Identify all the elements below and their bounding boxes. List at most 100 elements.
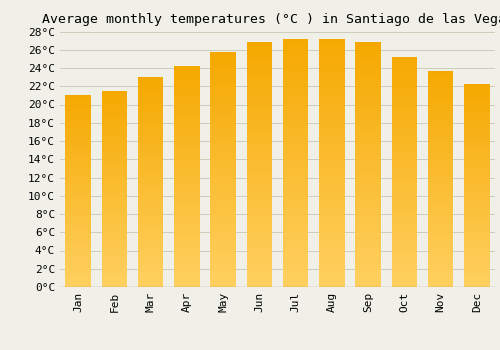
Bar	[428, 133, 454, 135]
Bar	[428, 229, 454, 231]
Bar	[138, 94, 164, 96]
Bar	[210, 259, 236, 261]
Bar	[392, 278, 417, 280]
Bar	[428, 88, 454, 90]
Bar	[66, 264, 91, 266]
Bar	[210, 88, 236, 90]
Bar	[138, 142, 164, 144]
Bar	[66, 243, 91, 245]
Bar	[392, 266, 417, 268]
Bar	[66, 222, 91, 224]
Bar	[283, 223, 308, 225]
Bar	[246, 270, 272, 272]
Bar	[428, 120, 454, 122]
Bar	[246, 133, 272, 135]
Bar	[392, 112, 417, 114]
Bar	[319, 267, 344, 270]
Bar	[246, 101, 272, 104]
Bar	[246, 253, 272, 255]
Bar	[210, 95, 236, 97]
Bar	[392, 232, 417, 234]
Bar	[174, 104, 200, 106]
Bar	[210, 174, 236, 177]
Bar	[210, 92, 236, 95]
Bar	[464, 107, 489, 109]
Bar	[464, 220, 489, 222]
Bar	[283, 158, 308, 160]
Title: Average monthly temperatures (°C ) in Santiago de las Vegas: Average monthly temperatures (°C ) in Sa…	[42, 13, 500, 26]
Bar	[66, 153, 91, 155]
Bar	[283, 138, 308, 141]
Bar	[283, 118, 308, 121]
Bar	[464, 228, 489, 230]
Bar	[174, 86, 200, 88]
Bar	[138, 88, 164, 90]
Bar	[174, 205, 200, 208]
Bar	[102, 169, 127, 171]
Bar	[210, 268, 236, 271]
Bar	[319, 250, 344, 252]
Bar	[66, 214, 91, 216]
Bar	[392, 108, 417, 110]
Bar	[356, 167, 381, 170]
Bar	[174, 77, 200, 79]
Bar	[66, 109, 91, 111]
Bar	[138, 211, 164, 214]
Bar	[66, 206, 91, 209]
Bar	[464, 133, 489, 135]
Bar	[356, 177, 381, 180]
Bar	[356, 236, 381, 238]
Bar	[138, 184, 164, 186]
Bar	[464, 271, 489, 273]
Bar	[246, 199, 272, 201]
Bar	[210, 69, 236, 71]
Bar	[283, 242, 308, 245]
Bar	[246, 42, 272, 45]
Bar	[102, 189, 127, 191]
Bar	[174, 117, 200, 119]
Bar	[283, 84, 308, 86]
Bar	[283, 250, 308, 252]
Bar	[356, 255, 381, 258]
Bar	[464, 139, 489, 141]
Bar	[102, 171, 127, 173]
Bar	[356, 64, 381, 67]
Bar	[319, 141, 344, 143]
Bar	[102, 224, 127, 226]
Bar	[210, 198, 236, 200]
Bar	[138, 115, 164, 117]
Bar	[392, 252, 417, 255]
Bar	[428, 73, 454, 75]
Bar	[138, 276, 164, 279]
Bar	[246, 233, 272, 236]
Bar	[464, 238, 489, 240]
Bar	[428, 105, 454, 107]
Bar	[319, 255, 344, 257]
Bar	[319, 93, 344, 96]
Bar	[246, 226, 272, 228]
Bar	[66, 132, 91, 134]
Bar	[210, 109, 236, 111]
Bar	[102, 220, 127, 222]
Bar	[464, 103, 489, 105]
Bar	[210, 172, 236, 174]
Bar	[356, 143, 381, 145]
Bar	[464, 147, 489, 149]
Bar	[174, 274, 200, 276]
Bar	[283, 123, 308, 126]
Bar	[174, 75, 200, 77]
Bar	[464, 283, 489, 285]
Bar	[138, 130, 164, 132]
Bar	[319, 205, 344, 208]
Bar	[210, 231, 236, 233]
Bar	[246, 50, 272, 52]
Bar	[356, 133, 381, 135]
Bar	[66, 186, 91, 187]
Bar	[174, 186, 200, 188]
Bar	[246, 74, 272, 77]
Bar	[102, 197, 127, 199]
Bar	[319, 285, 344, 287]
Bar	[210, 118, 236, 120]
Bar	[428, 285, 454, 287]
Bar	[210, 153, 236, 156]
